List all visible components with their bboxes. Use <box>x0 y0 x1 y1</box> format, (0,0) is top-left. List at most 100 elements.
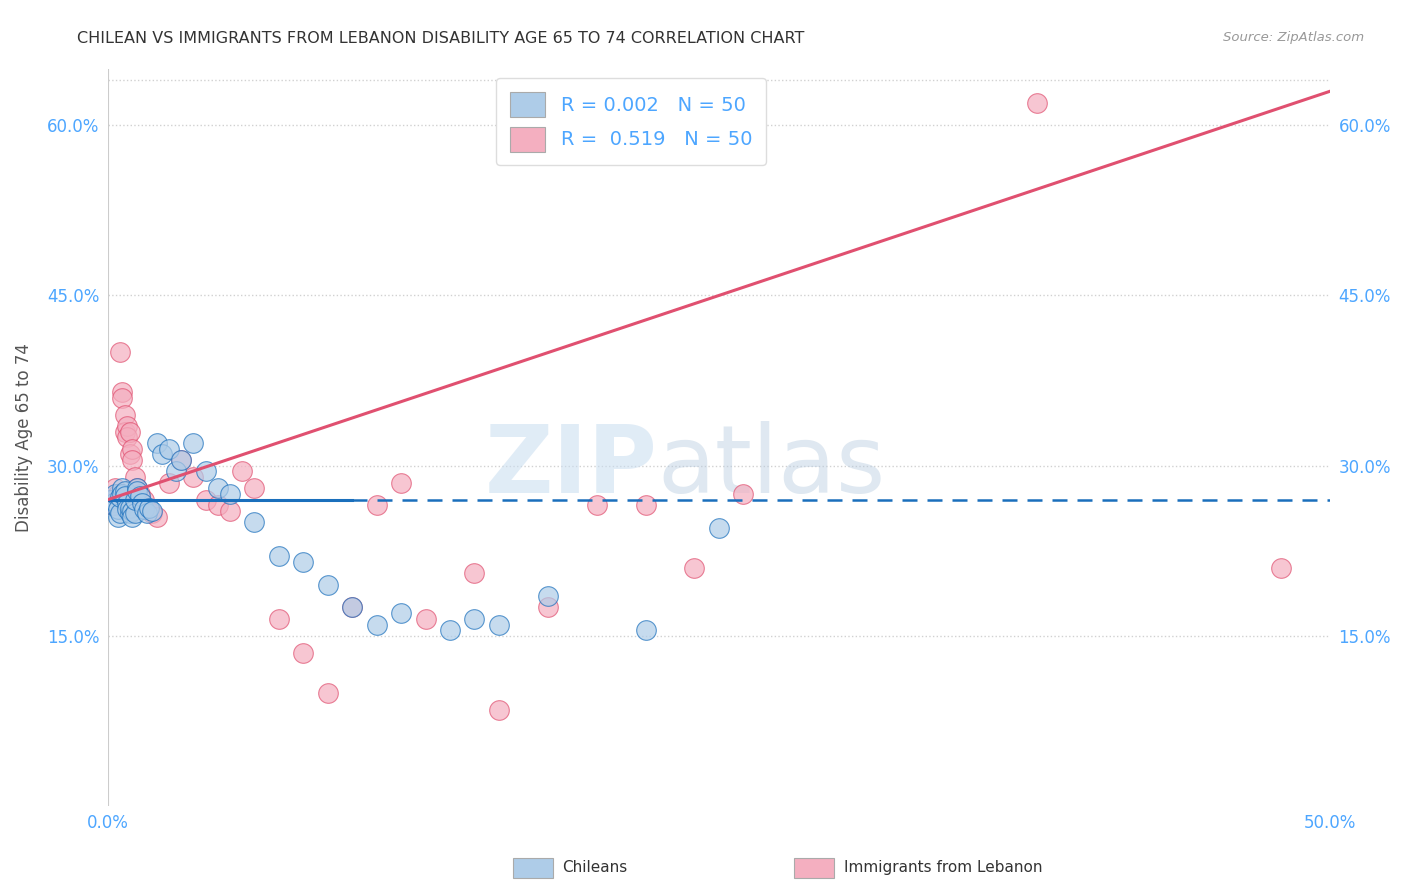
Point <box>157 442 180 456</box>
Point <box>243 481 266 495</box>
Point <box>108 499 131 513</box>
Text: atlas: atlas <box>658 421 886 513</box>
Point <box>1025 95 1047 110</box>
Point <box>104 487 127 501</box>
Point <box>128 489 150 503</box>
Point <box>135 506 157 520</box>
Point <box>125 481 148 495</box>
Point <box>537 600 560 615</box>
Point <box>114 483 136 498</box>
Point <box>316 578 339 592</box>
Point <box>107 501 129 516</box>
Point <box>114 489 136 503</box>
Point <box>124 470 146 484</box>
Point <box>118 447 141 461</box>
Point <box>104 481 127 495</box>
Point <box>141 504 163 518</box>
Point <box>585 499 607 513</box>
Point <box>107 509 129 524</box>
Point <box>111 481 134 495</box>
Point <box>170 453 193 467</box>
Point <box>207 481 229 495</box>
Point <box>463 566 485 581</box>
Point <box>124 506 146 520</box>
Point <box>104 499 127 513</box>
Point <box>243 516 266 530</box>
Point <box>707 521 730 535</box>
Point <box>194 464 217 478</box>
Point <box>292 555 315 569</box>
Point <box>181 436 204 450</box>
Point <box>111 391 134 405</box>
Point <box>145 509 167 524</box>
Point <box>121 442 143 456</box>
Text: Immigrants from Lebanon: Immigrants from Lebanon <box>844 861 1042 875</box>
Point <box>135 501 157 516</box>
Text: Chileans: Chileans <box>562 861 627 875</box>
Point <box>107 487 129 501</box>
Point <box>145 436 167 450</box>
Point <box>150 447 173 461</box>
Point <box>108 345 131 359</box>
Point <box>389 475 412 490</box>
Point <box>634 623 657 637</box>
Point <box>108 491 131 505</box>
Point <box>537 589 560 603</box>
Point <box>194 492 217 507</box>
Point <box>107 492 129 507</box>
Point <box>121 453 143 467</box>
Point <box>181 470 204 484</box>
Point <box>141 506 163 520</box>
Point <box>131 496 153 510</box>
Point <box>170 453 193 467</box>
Text: Source: ZipAtlas.com: Source: ZipAtlas.com <box>1223 31 1364 45</box>
Point <box>111 487 134 501</box>
Point <box>121 504 143 518</box>
Point <box>124 492 146 507</box>
Point <box>207 499 229 513</box>
Point <box>292 646 315 660</box>
Point <box>118 500 141 515</box>
Point <box>117 496 139 510</box>
Point <box>219 487 242 501</box>
Point <box>316 685 339 699</box>
Point <box>114 425 136 439</box>
Point <box>366 617 388 632</box>
Point <box>134 492 156 507</box>
Point <box>117 419 139 434</box>
Point <box>488 617 510 632</box>
Text: ZIP: ZIP <box>485 421 658 513</box>
Point <box>134 501 156 516</box>
Point <box>219 504 242 518</box>
Point <box>488 703 510 717</box>
Point <box>389 606 412 620</box>
Point <box>415 612 437 626</box>
Point <box>1270 561 1292 575</box>
Point <box>342 600 364 615</box>
Point <box>342 600 364 615</box>
Point <box>131 499 153 513</box>
Point <box>128 487 150 501</box>
Point <box>157 475 180 490</box>
Point <box>125 481 148 495</box>
Point <box>231 464 253 478</box>
Point <box>366 499 388 513</box>
Point <box>733 487 755 501</box>
Point <box>98 492 121 507</box>
Point <box>114 408 136 422</box>
Point <box>121 509 143 524</box>
Legend: R = 0.002   N = 50, R =  0.519   N = 50: R = 0.002 N = 50, R = 0.519 N = 50 <box>496 78 766 165</box>
Point <box>101 499 124 513</box>
Point <box>165 464 187 478</box>
Point <box>138 500 160 515</box>
Point <box>104 495 127 509</box>
Point <box>101 499 124 513</box>
Point <box>118 506 141 520</box>
Point <box>267 612 290 626</box>
Point <box>98 492 121 507</box>
Text: CHILEAN VS IMMIGRANTS FROM LEBANON DISABILITY AGE 65 TO 74 CORRELATION CHART: CHILEAN VS IMMIGRANTS FROM LEBANON DISAB… <box>77 31 804 46</box>
Point <box>267 549 290 564</box>
Point <box>117 501 139 516</box>
Point <box>111 384 134 399</box>
Point <box>117 430 139 444</box>
